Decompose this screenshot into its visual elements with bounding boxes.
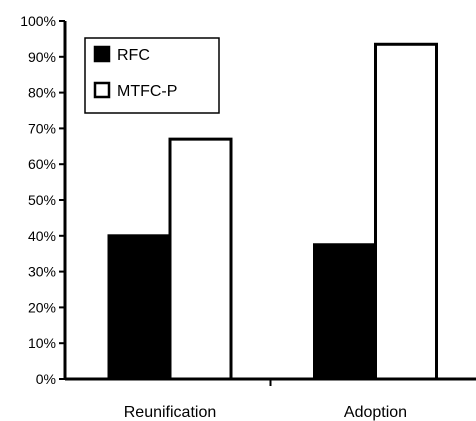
bar-mtfc-p-reunification bbox=[168, 137, 233, 381]
y-tick-label: 20% bbox=[28, 299, 56, 315]
y-tick-label: 100% bbox=[20, 13, 56, 29]
legend-label: MTFC-P bbox=[117, 83, 177, 100]
y-tick-label: 60% bbox=[28, 156, 56, 172]
y-tick-label: 80% bbox=[28, 85, 56, 101]
bar-rfc-adoption bbox=[313, 243, 377, 381]
bars bbox=[107, 42, 438, 381]
y-tick-label: 0% bbox=[36, 371, 56, 387]
legend: RFC MTFC-P bbox=[84, 37, 220, 114]
axes bbox=[63, 21, 476, 386]
x-category-label: Adoption bbox=[344, 404, 407, 421]
y-tick-label: 40% bbox=[28, 228, 56, 244]
x-axis-categories: Reunification Adoption bbox=[124, 404, 407, 421]
y-tick-label: 70% bbox=[28, 120, 56, 136]
legend-swatch bbox=[93, 81, 111, 99]
y-tick-label: 30% bbox=[28, 264, 56, 280]
bar-rfc-reunification bbox=[107, 234, 172, 381]
y-tick-label: 90% bbox=[28, 49, 56, 65]
y-tick-label: 10% bbox=[28, 335, 56, 351]
y-tick-label: 50% bbox=[28, 192, 56, 208]
bar-mtfc-p-adoption bbox=[374, 42, 438, 381]
legend-swatch bbox=[93, 45, 111, 63]
y-axis-ticks: 0% 10% 20% 30% 40% 50% 60% 70% 80% 90% 100% bbox=[20, 13, 65, 387]
x-category-label: Reunification bbox=[124, 404, 217, 421]
legend-label: RFC bbox=[117, 47, 150, 64]
